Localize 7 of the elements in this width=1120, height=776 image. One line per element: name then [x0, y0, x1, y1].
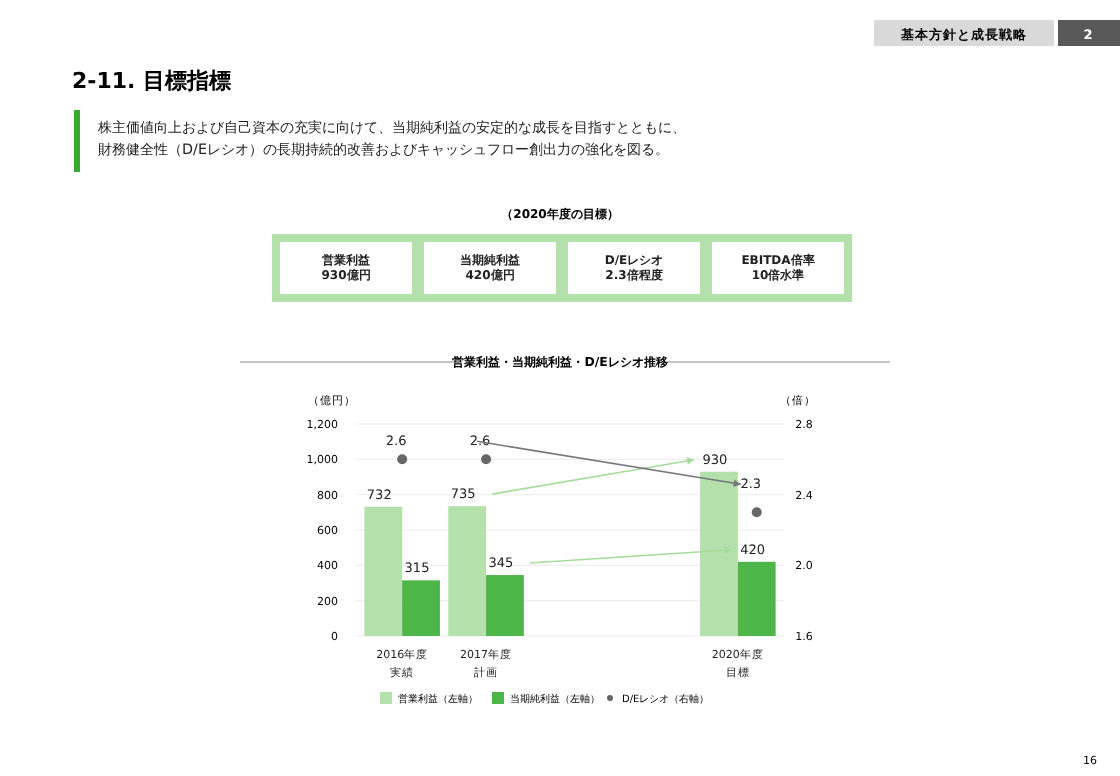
text: 2-11. 目標指標 [72, 68, 232, 94]
bar [402, 580, 440, 636]
bar [486, 575, 524, 636]
bar [364, 506, 403, 636]
bar [700, 471, 738, 636]
bar [737, 561, 776, 636]
bar [448, 506, 487, 636]
